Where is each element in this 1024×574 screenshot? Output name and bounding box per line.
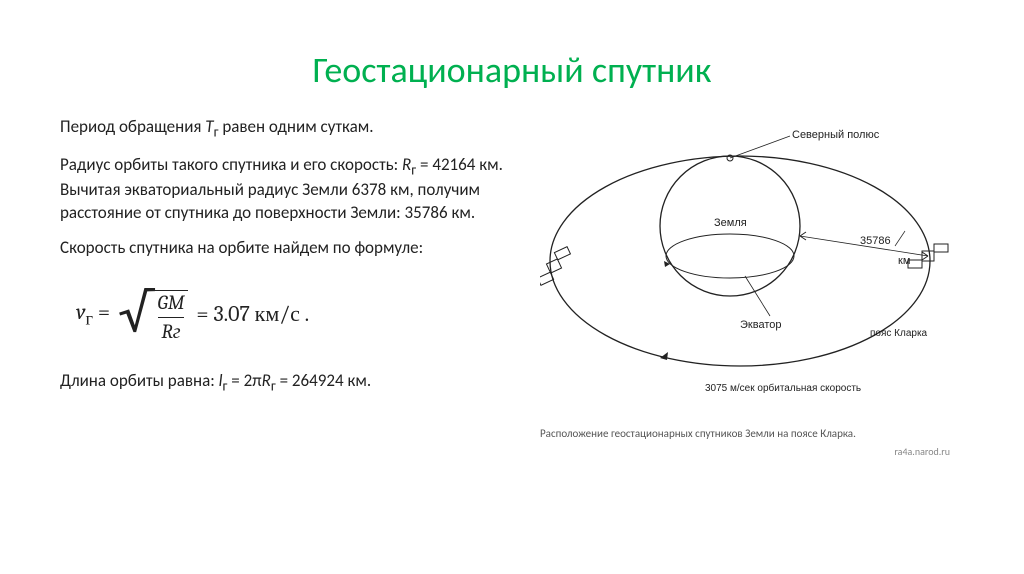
page-title: Геостационарный спутник xyxy=(0,0,1024,116)
satellite-left-icon xyxy=(540,247,577,286)
label-clarke: пояс Кларка xyxy=(870,328,928,339)
formula-Rg: Rг xyxy=(161,320,180,343)
diagram-attrib: ra4a.narod.ru xyxy=(540,445,950,458)
paragraph-length: Длина орбиты равна: lг = 2πRг = 264924 к… xyxy=(60,370,520,396)
label-equator: Экватор xyxy=(740,319,781,331)
diagram-column: Северный полюс Земля Экватор пояс Кларка… xyxy=(520,116,964,458)
formula-rhs: = 3.07 км/с . xyxy=(196,300,309,330)
label-north-pole: Северный полюс xyxy=(792,129,880,141)
content-row: Период обращения Tг равен одним суткам. … xyxy=(0,116,1024,458)
velocity-formula: vг = √ GM Rг = 3.07 км/с . xyxy=(76,286,520,344)
orbit-diagram: Северный полюс Земля Экватор пояс Кларка… xyxy=(540,116,960,416)
p2-R: R xyxy=(402,154,411,175)
label-earth: Земля xyxy=(714,217,747,229)
paragraph-speed-intro: Скорость спутника на орбите найдем по фо… xyxy=(60,237,520,260)
diagram-caption: Расположение геостационарных спутников З… xyxy=(540,427,930,441)
label-alt-km: 35786 xyxy=(860,235,891,247)
p1-part-b: равен одним суткам. xyxy=(218,116,373,137)
label-alt-unit: км xyxy=(898,255,910,267)
p4-part-a: Длина орбиты равна: xyxy=(60,370,219,391)
paragraph-radius: Радиус орбиты такого спутника и его скор… xyxy=(60,154,520,225)
p1-T: T xyxy=(205,116,213,137)
p1-part-a: Период обращения xyxy=(60,116,205,137)
label-speed: 3075 м/сек орбитальная скорость xyxy=(705,382,861,394)
p4-R: R xyxy=(262,370,271,391)
formula-vsub: г xyxy=(85,308,93,329)
sqrt-icon: √ GM Rг xyxy=(118,286,188,344)
p2-part-a: Радиус орбиты такого спутника и его скор… xyxy=(60,154,402,175)
text-column: Период обращения Tг равен одним суткам. … xyxy=(60,116,520,458)
p4-part-c: = 264924 км. xyxy=(276,370,371,391)
formula-GM: GM xyxy=(158,291,185,314)
p4-part-b: = 2π xyxy=(227,370,261,391)
paragraph-period: Период обращения Tг равен одним суткам. xyxy=(60,116,520,142)
